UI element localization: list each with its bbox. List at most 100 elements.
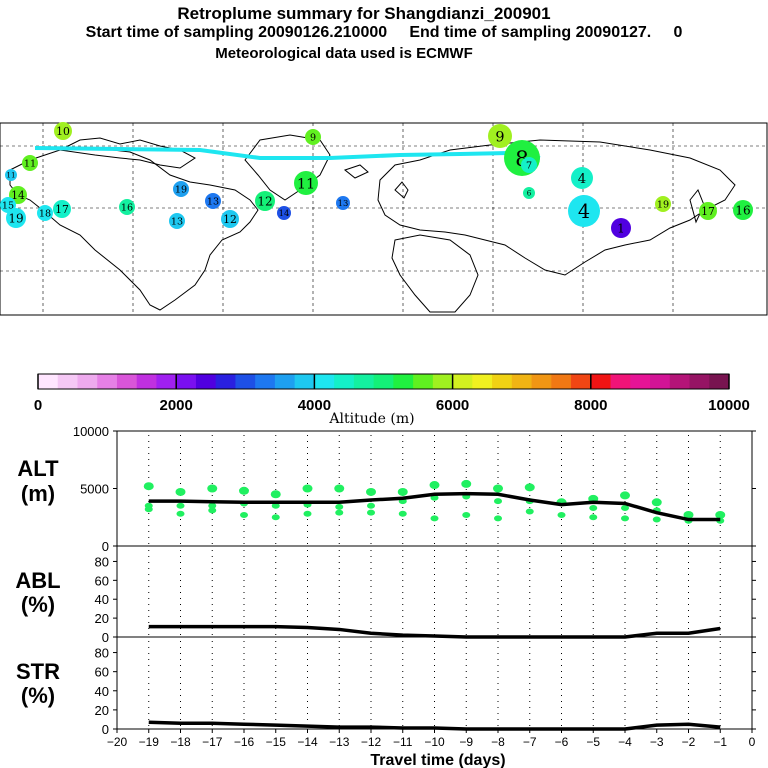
y-tick-label: 0 <box>102 722 109 737</box>
x-tick-label: 0 <box>749 735 756 749</box>
plume-circle <box>571 167 593 189</box>
colorbar-swatch <box>610 374 631 389</box>
alt-cluster-point <box>493 484 503 493</box>
colorbar-swatch <box>373 374 394 389</box>
plume-circle <box>523 187 535 199</box>
panel-unit: (%) <box>21 592 55 617</box>
y-tick-label: 40 <box>95 684 109 699</box>
colorbar-swatch <box>669 374 691 389</box>
alt-cluster-point <box>239 486 249 495</box>
alt-cluster-point <box>208 507 217 514</box>
y-tick-label: 0 <box>102 539 109 554</box>
colorbar-swatch <box>353 374 375 389</box>
colorbar-swatch <box>334 374 355 389</box>
alt-cluster-point <box>461 479 472 488</box>
plume-day-label: 11 <box>6 171 15 180</box>
y-tick-label: 10000 <box>73 424 109 439</box>
plume-circle <box>5 169 17 181</box>
plume-day-label: 14 <box>279 208 290 218</box>
plume-circle <box>488 124 512 148</box>
panel-title: STR <box>16 659 60 684</box>
plume-circle <box>22 155 38 171</box>
alt-cluster-point <box>367 502 375 509</box>
colorbar-swatch <box>511 374 533 389</box>
x-tick-label: −17 <box>202 735 223 749</box>
colorbar-swatch <box>97 374 118 389</box>
alt-cluster-point <box>366 487 376 496</box>
colorbar-swatch <box>255 374 276 389</box>
plume-circle <box>294 171 318 195</box>
alt-cluster-point <box>715 510 726 519</box>
alt-cluster-point <box>589 514 598 521</box>
panel-title: ABL <box>15 568 60 593</box>
alt-cluster-point <box>144 506 153 513</box>
alt-cluster-point <box>524 483 535 492</box>
y-tick-label: 60 <box>95 665 109 680</box>
alt-cluster-point <box>621 505 629 512</box>
sampling-time: Start time of sampling 20090126.210000 E… <box>85 24 683 41</box>
plume-day-label: 13 <box>338 198 349 208</box>
x-tick-label: −13 <box>329 735 350 749</box>
x-tick-label: −2 <box>682 735 696 749</box>
y-tick-label: 0 <box>102 630 109 645</box>
x-tick-label: −10 <box>424 735 445 749</box>
plume-circle <box>6 208 26 228</box>
colorbar-swatch <box>215 374 236 389</box>
colorbar-swatch <box>432 374 454 389</box>
y-tick-label: 20 <box>95 611 109 626</box>
x-tick-label: −19 <box>139 735 160 749</box>
y-tick-label: 80 <box>95 554 109 569</box>
colorbar-tick-label: 8000 <box>574 397 607 414</box>
y-tick-label: 20 <box>95 703 109 718</box>
plume-day-label: 19 <box>175 185 187 196</box>
alt-cluster-point <box>271 502 280 509</box>
colorbar-swatch <box>709 374 730 389</box>
plume-circle <box>699 202 717 220</box>
plume-day-label: 4 <box>578 172 586 187</box>
alt-cluster-point <box>302 484 313 493</box>
colorbar-swatch <box>472 374 493 389</box>
x-tick-label: −7 <box>523 735 537 749</box>
plume-day-label: 6 <box>527 189 532 198</box>
colorbar-swatch <box>689 374 710 389</box>
colorbar-swatch <box>413 374 434 389</box>
alt-cluster-point <box>335 503 344 510</box>
plume-day-label: 19 <box>8 212 23 226</box>
x-tick-label: −6 <box>555 735 569 749</box>
colorbar-swatch <box>116 374 138 389</box>
colorbar-swatch <box>294 374 315 389</box>
colorbar-swatch <box>136 374 157 389</box>
alt-cluster-point <box>557 511 566 518</box>
plume-circle <box>54 122 72 140</box>
x-tick-label: −4 <box>618 735 632 749</box>
plume-circle <box>169 213 185 229</box>
plume-day-label: 7 <box>526 161 532 172</box>
plume-day-label: 11 <box>297 176 315 192</box>
alt-cluster-point <box>175 487 186 496</box>
plume-day-label: 18 <box>39 209 51 220</box>
plume-circle <box>733 200 753 220</box>
plume-day-label: 16 <box>121 203 133 214</box>
plume-circle <box>655 196 671 212</box>
alt-cluster-point <box>429 481 440 490</box>
x-tick-label: −12 <box>361 735 382 749</box>
plume-day-label: 9 <box>495 129 504 145</box>
colorbar-swatch <box>314 374 335 389</box>
chart-title: Retroplume summary for Shangdianzi_20090… <box>177 4 551 23</box>
meteo-source: Meteorological data used is ECMWF <box>215 45 473 62</box>
alt-cluster-point <box>620 491 630 500</box>
plume-circle <box>568 195 600 227</box>
alt-cluster-point <box>494 515 502 522</box>
alt-cluster-point <box>334 484 345 493</box>
alt-cluster-point <box>652 516 661 523</box>
plume-circle <box>521 157 537 173</box>
plume-day-label: 17 <box>701 205 715 218</box>
plume-circle <box>255 191 275 211</box>
colorbar-swatch <box>195 374 217 389</box>
panel-unit: (%) <box>21 683 55 708</box>
colorbar-swatch <box>630 374 651 389</box>
plume-circle <box>305 129 321 145</box>
alt-cluster-point <box>525 508 534 515</box>
